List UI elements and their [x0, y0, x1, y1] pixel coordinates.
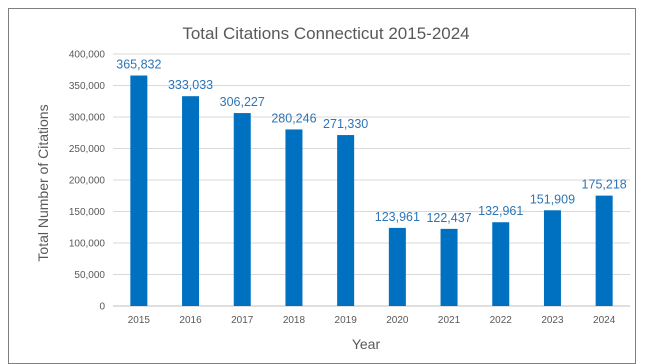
y-tick-label: 0 [99, 302, 105, 313]
x-tick-label: 2017 [231, 315, 254, 326]
y-tick-label: 100,000 [69, 239, 106, 250]
bar [337, 135, 355, 306]
data-label: 306,227 [220, 95, 265, 109]
x-tick-label: 2023 [541, 315, 564, 326]
bar [233, 113, 251, 306]
y-axis-title: Total Number of Citations [35, 104, 51, 261]
chart-frame [8, 8, 636, 364]
chart-title: Total Citations Connecticut 2015-2024 [182, 24, 469, 43]
x-tick-label: 2019 [335, 315, 358, 326]
x-tick-label: 2021 [438, 315, 461, 326]
bar [543, 210, 561, 306]
data-label: 280,246 [271, 111, 316, 125]
x-tick-label: 2022 [490, 315, 513, 326]
y-tick-label: 300,000 [69, 113, 106, 124]
bars [130, 75, 613, 306]
y-tick-label: 200,000 [69, 176, 106, 187]
x-tick-label: 2016 [179, 315, 202, 326]
x-tick-label: 2018 [283, 315, 306, 326]
bar [388, 227, 406, 306]
bar [595, 195, 613, 306]
x-axis-ticks: 2015 2016 2017 2018 2019 2020 2021 2022 2023 2024 [128, 315, 616, 326]
x-tick-label: 2015 [128, 315, 151, 326]
x-tick-label: 2024 [593, 315, 616, 326]
y-tick-label: 400,000 [69, 50, 106, 61]
y-tick-label: 350,000 [69, 81, 106, 92]
data-label: 271,330 [323, 117, 368, 131]
bar [130, 75, 148, 306]
x-axis-title: Year [352, 336, 381, 352]
y-tick-label: 50,000 [74, 270, 105, 281]
data-label: 151,909 [530, 192, 575, 206]
bar [285, 129, 303, 306]
y-axis-ticks: 0 50,000 100,000 150,000 200,000 250,000 300,0… [69, 50, 106, 313]
x-tick-label: 2020 [386, 315, 409, 326]
data-label: 175,218 [582, 178, 627, 192]
data-labels: 365,832 333,033 306,227 280,246 271,330 123,9… [116, 58, 627, 225]
data-label: 333,033 [168, 78, 213, 92]
data-label: 122,437 [426, 211, 471, 225]
y-tick-label: 150,000 [69, 207, 106, 218]
y-tick-label: 250,000 [69, 144, 106, 155]
bar [492, 222, 510, 306]
data-label: 365,832 [116, 58, 161, 72]
bar [440, 228, 458, 306]
data-label: 132,961 [478, 204, 523, 218]
gridlines [113, 53, 630, 307]
data-label: 123,961 [375, 210, 420, 224]
bar [182, 96, 200, 306]
